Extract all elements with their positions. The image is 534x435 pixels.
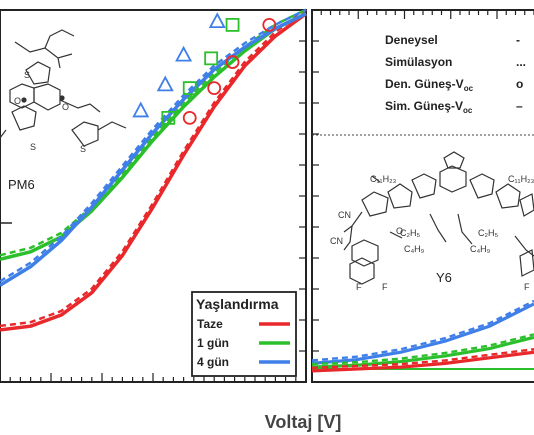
svg-text:S: S (80, 144, 86, 154)
svg-text:C₄H₉: C₄H₉ (470, 244, 491, 254)
marker-triangle (156, 75, 174, 92)
marker-square (204, 51, 219, 66)
molecule-label-y6: Y6 (436, 270, 452, 285)
svg-text:O: O (62, 102, 69, 112)
right-series-sim-line-1 (311, 333, 534, 366)
legend-entry-1-gun: 1 gün (197, 336, 229, 350)
left-panel: S O O S S PM6 Yaşlandırma Taze 1 gün 4 g… (0, 8, 308, 383)
info-entry-sim-gunes-label: Sim. Güneş-V (385, 99, 463, 113)
svg-text:C₂H₅: C₂H₅ (400, 228, 420, 238)
marker-circle (182, 110, 197, 125)
info-entry-sim-gunes-sub: oc (463, 106, 473, 115)
svg-text:CN: CN (338, 210, 351, 220)
right-ticks (311, 9, 534, 383)
marker-circle (262, 17, 277, 32)
svg-text:C₁₁H₂₃: C₁₁H₂₃ (370, 174, 397, 184)
right-series (311, 299, 534, 373)
molecule-label-pm6: PM6 (8, 177, 35, 192)
info-symbol-sim-gunes: – (516, 99, 523, 113)
svg-text:F: F (356, 282, 362, 292)
svg-text:O: O (14, 96, 21, 106)
info-entry-deneysel: Deneysel (385, 33, 438, 47)
legend: Yaşlandırma Taze 1 gün 4 gün (191, 291, 297, 377)
right-series-line-2 (311, 350, 534, 373)
svg-text:C₁₁H₂₃: C₁₁H₂₃ (508, 174, 534, 184)
svg-text:S: S (24, 70, 30, 80)
right-series-line-1 (311, 335, 534, 369)
series-line-1 (0, 12, 307, 261)
left-ticks (0, 9, 307, 383)
info-entry-den-gunes-sub: oc (464, 84, 474, 93)
x-axis-label: Voltaj [V] (265, 412, 342, 432)
svg-text:C₄H₉: C₄H₉ (404, 244, 425, 254)
left-series (0, 8, 308, 332)
left-markers (132, 12, 277, 125)
right-series-sim-line-2 (311, 348, 534, 370)
series-sim-line-0 (0, 8, 307, 328)
info-symbol-den-gunes: o (516, 77, 523, 91)
pm6-structure (0, 29, 127, 147)
legend-entry-taze: Taze (197, 317, 223, 331)
svg-text:O: O (396, 226, 403, 236)
svg-text:S: S (30, 142, 36, 152)
series-line-0 (0, 12, 308, 332)
marker-square (225, 17, 240, 32)
marker-triangle (132, 101, 150, 118)
marker-triangle (175, 45, 193, 62)
svg-text:C₂H₅: C₂H₅ (478, 228, 498, 238)
info-entry-simulasyon: Simülasyon (385, 55, 452, 69)
info-legend: Deneysel - Simülasyon ... Den. Güneş-Voc… (385, 33, 526, 115)
info-entry-den-gunes-label: Den. Güneş-V (385, 77, 464, 91)
legend-title: Yaşlandırma (196, 296, 279, 312)
marker-square (182, 81, 197, 96)
y6-structure (343, 151, 534, 285)
info-entry-sim-gunes: Sim. Güneş-Voc (385, 99, 473, 115)
marker-circle (225, 55, 240, 69)
marker-triangle (208, 12, 226, 29)
marker-square (161, 110, 176, 125)
series-sim-line-2 (0, 8, 307, 283)
info-symbol-deneysel: - (516, 33, 520, 47)
svg-text:F: F (524, 282, 530, 292)
marker-circle (207, 81, 222, 96)
svg-text:CN: CN (330, 236, 343, 246)
series-line-2 (0, 12, 307, 287)
right-series-sim-line-0 (311, 299, 534, 362)
svg-text:F: F (382, 282, 388, 292)
right-series-line-0 (311, 302, 534, 365)
info-entry-den-gunes: Den. Güneş-Voc (385, 77, 474, 93)
legend-entry-4-gun: 4 gün (197, 355, 229, 369)
info-symbol-simulasyon: ... (516, 55, 526, 69)
right-panel: Deneysel - Simülasyon ... Den. Güneş-Voc… (311, 9, 534, 383)
